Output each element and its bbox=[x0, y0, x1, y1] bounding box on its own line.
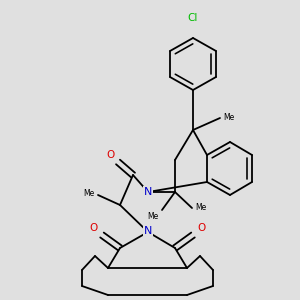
Text: Me: Me bbox=[148, 212, 159, 221]
Text: O: O bbox=[90, 223, 98, 233]
Text: Me: Me bbox=[84, 190, 95, 199]
Text: Cl: Cl bbox=[188, 13, 198, 23]
Text: N: N bbox=[144, 226, 152, 236]
Text: Me: Me bbox=[195, 203, 206, 212]
Text: O: O bbox=[107, 150, 115, 160]
Text: Me: Me bbox=[223, 113, 234, 122]
Text: N: N bbox=[144, 187, 152, 197]
Text: O: O bbox=[197, 223, 205, 233]
